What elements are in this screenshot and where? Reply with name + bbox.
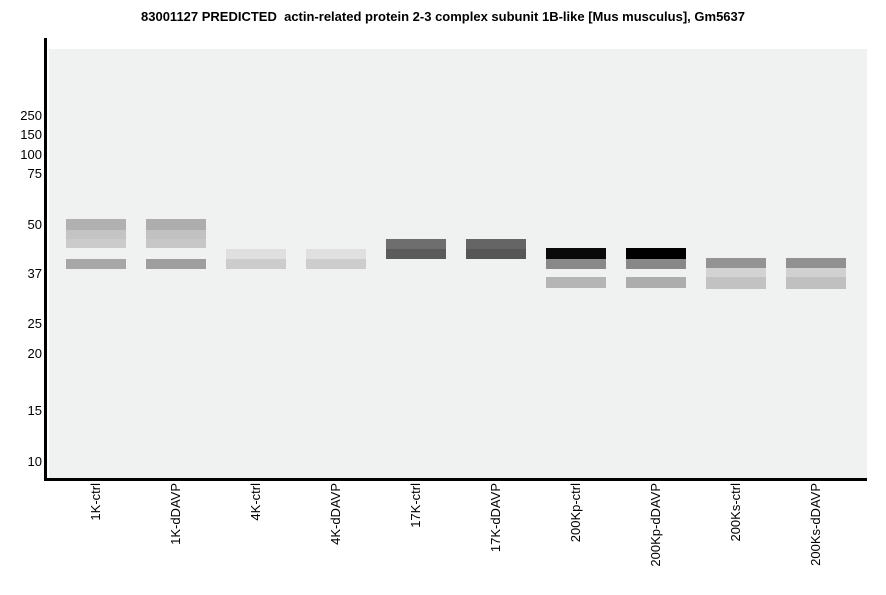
gel-band: [306, 259, 366, 269]
gel-band: [706, 258, 766, 268]
y-axis-line: [44, 38, 47, 481]
gel-band: [786, 277, 846, 289]
gel-band: [546, 259, 606, 269]
gel-band: [66, 259, 126, 269]
gel-band: [386, 249, 446, 259]
gel-band: [146, 230, 206, 239]
figure-title: 83001127 PREDICTED actin-related protein…: [141, 9, 745, 24]
lane-label-200Ks-ctrl: 200Ks-ctrl: [728, 483, 743, 542]
gel-band: [66, 239, 126, 248]
y-tick-label-20: 20: [27, 346, 42, 361]
gel-band: [66, 219, 126, 230]
lane-label-1K-ctrl: 1K-ctrl: [88, 483, 103, 521]
lane-label-4K-dDAVP: 4K-dDAVP: [328, 483, 343, 545]
lane-label-200Kp-ctrl: 200Kp-ctrl: [568, 483, 583, 543]
gel-band: [786, 258, 846, 268]
lane-label-1K-dDAVP: 1K-dDAVP: [168, 483, 183, 545]
gel-band: [786, 268, 846, 277]
gel-band: [466, 239, 526, 249]
gel-band: [546, 277, 606, 288]
lane-label-4K-ctrl: 4K-ctrl: [248, 483, 263, 521]
gel-band: [146, 239, 206, 248]
gel-band: [706, 277, 766, 289]
y-tick-label-25: 25: [27, 316, 42, 331]
gel-band: [386, 239, 446, 249]
gel-band: [466, 249, 526, 259]
y-tick-label-250: 250: [20, 108, 42, 123]
gel-band: [306, 249, 366, 259]
y-tick-label-150: 150: [20, 127, 42, 142]
gel-band: [66, 230, 126, 239]
gel-band: [626, 248, 686, 259]
gel-band: [226, 259, 286, 269]
lane-label-17K-ctrl: 17K-ctrl: [408, 483, 423, 528]
y-tick-label-75: 75: [27, 166, 42, 181]
gel-band: [626, 277, 686, 288]
lane-label-200Ks-dDAVP: 200Ks-dDAVP: [808, 483, 823, 566]
y-tick-label-37: 37: [27, 266, 42, 281]
gel-band: [626, 259, 686, 269]
y-tick-label-15: 15: [27, 403, 42, 418]
gel-band: [146, 259, 206, 269]
y-tick-label-100: 100: [20, 147, 42, 162]
lane-label-17K-dDAVP: 17K-dDAVP: [488, 483, 503, 553]
lane-label-200Kp-dDAVP: 200Kp-dDAVP: [648, 483, 663, 567]
x-axis-line: [44, 478, 867, 481]
y-tick-label-50: 50: [27, 217, 42, 232]
gel-band: [226, 249, 286, 259]
y-tick-label-10: 10: [27, 454, 42, 469]
gel-band: [706, 268, 766, 277]
gel-band: [146, 219, 206, 230]
gel-band: [546, 248, 606, 259]
